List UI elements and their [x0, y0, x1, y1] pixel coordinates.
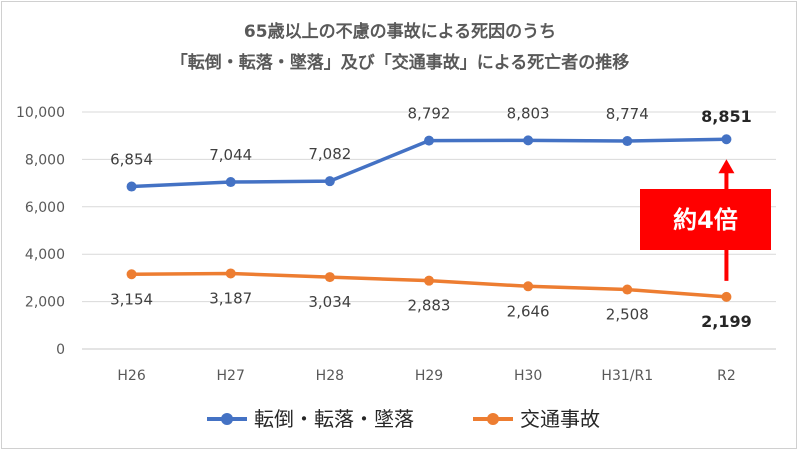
data-point — [622, 136, 633, 147]
data-point — [523, 281, 534, 292]
y-tick-label: 4,000 — [25, 247, 65, 263]
annotation-text: 約4倍 — [673, 206, 738, 234]
data-label: 3,187 — [209, 289, 252, 307]
data-label: 8,803 — [507, 104, 550, 122]
x-tick-label: H31/R1 — [601, 368, 653, 384]
chart-subtitle: 「転倒・転落・墜落」及び「交通事故」による死亡者の推移 — [170, 53, 630, 73]
chart-title: 65歳以上の不慮の事故による死因のうち — [243, 22, 557, 42]
data-point — [622, 284, 633, 295]
data-label: 2,646 — [507, 302, 550, 320]
data-point — [324, 176, 335, 187]
y-tick-label: 2,000 — [25, 295, 65, 311]
legend-marker — [221, 413, 233, 425]
x-tick-label: H26 — [117, 368, 145, 384]
data-label: 6,854 — [110, 151, 153, 169]
x-tick-label: H29 — [415, 368, 443, 384]
data-label: 2,508 — [606, 306, 649, 324]
data-point — [424, 135, 434, 146]
data-label: 8,792 — [408, 105, 451, 123]
data-label: 3,154 — [110, 290, 153, 308]
legend-label: 転倒・転落・墜落 — [254, 407, 414, 431]
data-label: 2,199 — [701, 312, 752, 331]
annotation-arrow-head — [718, 159, 735, 174]
data-label: 7,044 — [209, 146, 252, 164]
x-tick-label: R2 — [717, 368, 736, 384]
data-point — [523, 135, 534, 146]
y-tick-label: 8,000 — [25, 152, 65, 168]
y-tick-label: 10,000 — [16, 105, 65, 121]
data-label: 3,034 — [308, 293, 351, 311]
legend-label: 交通事故 — [520, 407, 600, 431]
annotation-box — [640, 189, 771, 250]
x-tick-label: H28 — [316, 368, 344, 384]
data-point — [126, 181, 137, 192]
data-label: 7,082 — [308, 145, 351, 163]
data-point — [721, 291, 732, 302]
data-point — [424, 275, 434, 286]
data-point — [721, 134, 732, 145]
x-tick-label: H30 — [514, 368, 542, 384]
data-point — [324, 272, 335, 283]
data-label: 2,883 — [408, 297, 451, 315]
data-point — [225, 268, 236, 279]
y-tick-label: 0 — [56, 342, 65, 358]
data-label: 8,774 — [606, 105, 649, 123]
data-point — [225, 177, 236, 188]
x-tick-label: H27 — [217, 368, 245, 384]
y-tick-label: 6,000 — [25, 200, 65, 216]
data-point — [126, 269, 137, 280]
data-label: 8,851 — [701, 107, 752, 126]
legend-marker — [487, 413, 499, 425]
